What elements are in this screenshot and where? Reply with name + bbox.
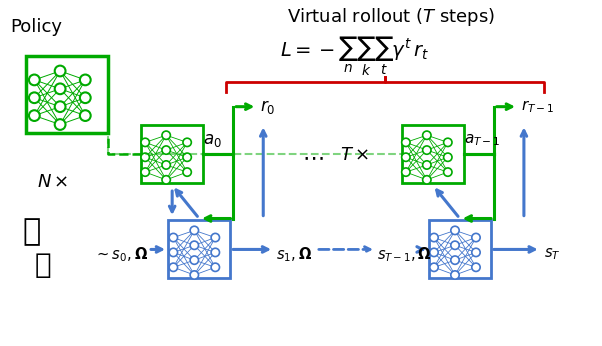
Circle shape — [444, 168, 452, 176]
Circle shape — [183, 138, 191, 146]
Circle shape — [162, 146, 170, 154]
Text: $s_{T-1}, \mathbf{\Omega}$: $s_{T-1}, \mathbf{\Omega}$ — [377, 245, 432, 264]
Circle shape — [451, 241, 459, 249]
FancyBboxPatch shape — [26, 56, 108, 134]
Circle shape — [430, 248, 438, 257]
Circle shape — [183, 168, 191, 176]
Circle shape — [80, 74, 91, 85]
Circle shape — [169, 233, 178, 242]
Text: $L = -\sum_n \sum_k \sum_t \gamma^t\, r_t$: $L = -\sum_n \sum_k \sum_t \gamma^t\, r_… — [281, 35, 430, 78]
Circle shape — [162, 176, 170, 184]
Circle shape — [211, 263, 220, 272]
FancyBboxPatch shape — [402, 125, 464, 183]
Circle shape — [211, 248, 220, 257]
Text: 🎲: 🎲 — [22, 218, 40, 246]
Circle shape — [423, 146, 431, 154]
Circle shape — [451, 271, 459, 279]
Circle shape — [80, 110, 91, 121]
Circle shape — [55, 101, 66, 112]
Text: $a_0$: $a_0$ — [203, 130, 222, 148]
Circle shape — [190, 256, 199, 264]
Circle shape — [430, 233, 438, 242]
Circle shape — [190, 226, 199, 235]
Text: $\cdots$: $\cdots$ — [302, 147, 324, 167]
Circle shape — [423, 161, 431, 169]
Circle shape — [141, 138, 149, 146]
Circle shape — [55, 66, 66, 76]
Text: $T\times$: $T\times$ — [340, 146, 369, 164]
Circle shape — [29, 74, 40, 85]
Text: $r_0$: $r_0$ — [260, 98, 276, 116]
Circle shape — [444, 138, 452, 146]
FancyBboxPatch shape — [169, 220, 230, 279]
Text: Virtual rollout ($T$ steps): Virtual rollout ($T$ steps) — [287, 7, 495, 28]
Circle shape — [141, 153, 149, 161]
Circle shape — [423, 131, 431, 139]
Circle shape — [162, 131, 170, 139]
Circle shape — [472, 248, 480, 257]
Circle shape — [183, 153, 191, 161]
Text: $r_{T-1}$: $r_{T-1}$ — [521, 98, 554, 115]
Circle shape — [29, 110, 40, 121]
FancyBboxPatch shape — [429, 220, 491, 279]
Text: $N\times$: $N\times$ — [37, 173, 69, 191]
Text: $s_1, \mathbf{\Omega}$: $s_1, \mathbf{\Omega}$ — [276, 245, 312, 264]
Text: $a_{T-1}$: $a_{T-1}$ — [464, 133, 501, 148]
Circle shape — [169, 248, 178, 257]
Circle shape — [190, 241, 199, 249]
Text: Policy: Policy — [10, 18, 63, 36]
Circle shape — [451, 226, 459, 235]
Circle shape — [141, 168, 149, 176]
Circle shape — [55, 83, 66, 94]
Circle shape — [402, 138, 410, 146]
Circle shape — [211, 233, 220, 242]
Circle shape — [80, 92, 91, 103]
FancyBboxPatch shape — [141, 125, 203, 183]
Text: 🎲: 🎲 — [34, 251, 51, 279]
Text: $\sim s_0, \mathbf{\Omega}$: $\sim s_0, \mathbf{\Omega}$ — [95, 245, 148, 264]
Circle shape — [402, 168, 410, 176]
Circle shape — [444, 153, 452, 161]
Circle shape — [55, 119, 66, 130]
Circle shape — [472, 263, 480, 272]
Circle shape — [29, 92, 40, 103]
Circle shape — [402, 153, 410, 161]
Circle shape — [430, 263, 438, 272]
Text: $s_T$: $s_T$ — [544, 246, 560, 262]
Circle shape — [190, 271, 199, 279]
Circle shape — [423, 176, 431, 184]
Circle shape — [169, 263, 178, 272]
Circle shape — [472, 233, 480, 242]
Circle shape — [451, 256, 459, 264]
Circle shape — [162, 161, 170, 169]
